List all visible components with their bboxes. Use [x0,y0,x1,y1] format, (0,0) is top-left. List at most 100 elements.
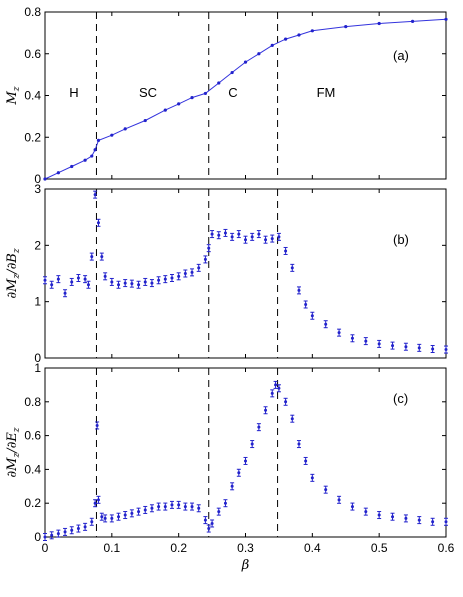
data-point [250,442,254,446]
data-point [310,476,314,480]
data-point [217,233,221,237]
data-point [377,21,381,26]
x-tick-label: 0.6 [438,541,455,555]
data-point [117,283,121,287]
data-point [304,302,308,306]
data-point [117,515,121,519]
ylabel-part: ∂M [5,457,20,478]
panel-label: (c) [393,391,408,406]
plot-frame [44,367,447,538]
data-point [43,535,47,539]
data-point [444,520,448,524]
ylabel-part: M [5,91,20,106]
data-point [103,274,107,278]
data-point [130,282,134,286]
data-point [83,158,87,162]
data-point [270,237,274,241]
data-point [257,52,261,56]
data-point [157,505,161,509]
data-point [350,505,354,509]
data-point [83,525,87,529]
data-point [264,238,268,242]
y-tick-label: 0.8 [24,5,41,19]
data-point [444,348,448,352]
y-tick-label: 1 [34,361,41,375]
panel-b: 0 1 2 3 (b) [34,182,448,365]
data-point [130,511,134,515]
data-point [43,177,47,181]
data-point [230,484,234,488]
data-point [103,516,107,520]
data-point [76,527,80,531]
data-point [297,33,301,37]
data-point [163,505,167,509]
data-point [223,231,227,235]
data-point [337,498,341,502]
x-tick-label: 0.5 [371,541,388,555]
data-point [197,506,201,510]
data-point [100,515,104,519]
data-point [150,281,154,285]
data-point [230,235,234,239]
y-tick-label: 0.6 [24,47,41,61]
panel-a: 0 0.2 0.4 0.6 0.8 (a) H SC C FM [24,5,448,186]
panel-c: 0 0.2 0.4 0.6 0.8 1 (c) 0 0.1 0.2 0.3 0.4 0.5 0.6 β [24,361,454,573]
data-point [143,118,147,123]
data-point [257,232,261,236]
data-point [50,533,54,537]
data-point [43,278,47,282]
y-axis-label: Mz [5,86,22,105]
data-point [93,193,97,197]
data-point [63,530,67,534]
data-point [391,344,395,348]
data-point [277,386,281,390]
data-point [190,270,194,274]
data-point [310,29,314,33]
data-point [123,513,127,517]
data-point [177,274,181,278]
data-point [324,322,328,326]
region-label: FM [317,85,336,100]
y-axis-label: ∂Mz/∂Bz [5,248,22,298]
y-tick-label: 0.4 [24,89,41,103]
y-axis-label: ∂Mz/∂Ez [5,427,22,477]
data-point [270,43,274,48]
data-line [44,18,447,180]
region-label: C [228,85,237,100]
data-point [50,283,54,287]
y-tick-label: 2 [34,238,41,252]
data-point [96,498,100,502]
data-point [93,148,97,152]
data-point [183,272,187,275]
data-point [244,459,247,463]
data-point [244,238,247,242]
plot-frame [44,11,447,180]
data-point [237,471,241,475]
data-point [163,277,167,281]
data-point [344,25,348,29]
data-point [90,154,94,158]
data-point [190,505,194,509]
data-point [290,266,294,270]
data-point [270,391,274,395]
data-point [431,520,435,524]
data-point [237,232,241,236]
data-point [284,400,288,404]
data-point [210,232,214,236]
x-tick-label: 0.1 [103,541,120,555]
data-point [304,459,308,463]
data-point [377,513,381,517]
data-point [391,515,395,519]
data-point [207,527,211,531]
data-point [90,520,94,524]
data-point [56,171,60,175]
data-point [96,221,100,225]
x-tick-label: 0.4 [304,541,321,555]
data-point [83,277,87,281]
ylabel-part: ∂M [5,278,20,299]
data-point [404,516,408,520]
data-point [364,339,368,343]
data-point [190,95,194,100]
data-point [143,280,147,284]
